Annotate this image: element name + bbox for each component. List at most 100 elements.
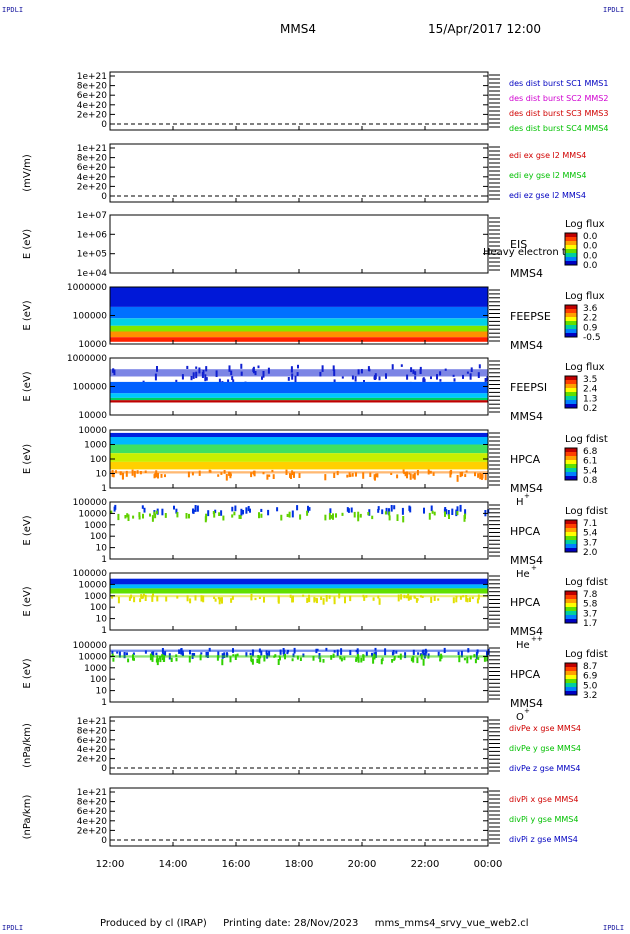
corner-label-bottom-left: IPDLI [2, 924, 24, 932]
instrument-label: FEEPSE [510, 310, 551, 323]
spectrogram-pixel [360, 369, 363, 374]
spectrogram-band [110, 318, 488, 326]
spectrogram-pixel [484, 378, 487, 383]
spectrogram-pixel [234, 654, 237, 660]
spectrogram-pixel [451, 508, 454, 515]
spectrogram-pixel [456, 475, 459, 482]
spectrogram-pixel [154, 373, 157, 381]
footer: Produced by cl (IRAP) Printing date: 28/… [100, 918, 529, 929]
spectrogram-pixel [330, 655, 333, 660]
y-tick-label: 10000 [78, 411, 107, 421]
spectrogram-pixel [268, 650, 271, 657]
y-axis-label: E (eV) [22, 229, 33, 259]
spectrogram-pixel [306, 510, 309, 516]
spectrogram-pixel [357, 514, 360, 522]
colorbar-segment [565, 544, 577, 549]
spacecraft-label: MMS4 [510, 625, 543, 638]
spectrogram-pixel [299, 657, 302, 661]
spectrogram-pixel [287, 377, 290, 381]
spectrogram-pixel [214, 598, 217, 602]
species-label: He [516, 640, 530, 651]
colorbar-segment [565, 241, 577, 246]
y-tick-label: 100000 [73, 312, 108, 322]
spectrogram-pixel [347, 508, 350, 513]
colorbar-tick-label: 6.8 [583, 447, 598, 457]
spectrogram-pixel [330, 515, 333, 519]
x-tick-label: 00:00 [474, 859, 503, 870]
spectrogram-pixel [357, 657, 360, 663]
y-tick-label: 10000 [78, 580, 107, 590]
spectrogram-pixel [277, 596, 280, 604]
spectrogram-pixel [133, 470, 136, 478]
colorbar-title: Log fdist [565, 649, 608, 660]
spectrogram-pixel [204, 516, 207, 523]
spectrogram-pixel [256, 658, 259, 663]
instrument-label: HPCA [510, 668, 541, 681]
panel-frame [109, 644, 489, 703]
datetime-title: 15/Apr/2017 12:00 [428, 22, 542, 36]
spectrogram-pixel [156, 595, 159, 602]
spectrogram-pixel [312, 655, 315, 661]
spectrogram-pixel [360, 657, 363, 663]
spectrogram-pixel [363, 380, 365, 384]
colorbar-tick-label: 0.0 [583, 261, 598, 271]
colorbar-frame [564, 447, 578, 481]
spectrogram-pixel [462, 595, 465, 598]
spectrogram-pixel [230, 370, 233, 376]
spectrogram-pixel [142, 593, 145, 597]
spectrogram-pixel [176, 595, 179, 599]
colorbar-segment [565, 400, 577, 405]
spectrogram-pixel [384, 511, 387, 515]
spectrogram-pixel [291, 470, 294, 475]
spectrogram-pixel [284, 653, 286, 660]
spectrogram-pixel [287, 649, 289, 653]
spectrogram-pixel [324, 514, 327, 521]
spectrogram-pixel [412, 474, 415, 479]
spectrogram-pixel [449, 470, 452, 478]
spectrogram-pixel [138, 512, 141, 518]
colorbar-segment [565, 384, 577, 389]
spectrogram-pixel [416, 657, 419, 664]
instrument-label: EIS [510, 238, 527, 251]
spectrogram-pixel [161, 648, 164, 654]
spectrogram-pixel [216, 655, 219, 661]
colorbar-segment [565, 321, 577, 326]
colorbar-tick-label: -0.5 [583, 333, 601, 343]
spectrogram-pixel [415, 598, 418, 603]
spectrogram-pixel [138, 515, 141, 520]
spectrogram-pixel [333, 379, 336, 383]
colorbar-segment [565, 257, 577, 262]
instrument-label: HPCA [510, 453, 541, 466]
colorbar-tick-label: 5.0 [583, 681, 598, 691]
spectrogram-pixel [456, 506, 459, 513]
spectrogram-pixel [155, 470, 158, 478]
colorbar-segment [565, 325, 577, 330]
spectrogram-pixel [175, 508, 178, 514]
spectrogram-pixel [186, 365, 189, 369]
spectrogram-pixel [351, 375, 354, 380]
spectrogram-pixel [250, 595, 253, 601]
spectrogram-pixel [329, 508, 332, 513]
spectrogram-pixel [461, 471, 464, 477]
spectrogram-pixel [178, 649, 181, 654]
spectrogram-pixel [397, 655, 400, 658]
spectrogram-pixel [296, 505, 299, 511]
y-tick-label: 100000 [73, 383, 108, 393]
spectrogram-pixel [459, 505, 462, 511]
spectrogram-band [110, 595, 488, 598]
spectrogram-pixel [143, 507, 146, 513]
spectrogram-pixel [149, 513, 151, 517]
spectrogram-pixel [127, 514, 130, 521]
y-tick-label: 10 [96, 470, 108, 480]
spectrogram-pixel [200, 652, 203, 655]
spectrogram-pixel [298, 473, 301, 478]
colorbar-segment [565, 460, 577, 465]
spectrogram-pixel [151, 595, 154, 602]
spectrogram-pixel [427, 469, 430, 475]
spectrogram-pixel [404, 472, 407, 477]
colorbar-frame [564, 232, 578, 266]
spectrogram-pixel [429, 470, 432, 474]
spectrogram-pixel [182, 653, 184, 657]
colorbar-segment [565, 448, 577, 453]
spectrogram-pixel [476, 649, 479, 654]
